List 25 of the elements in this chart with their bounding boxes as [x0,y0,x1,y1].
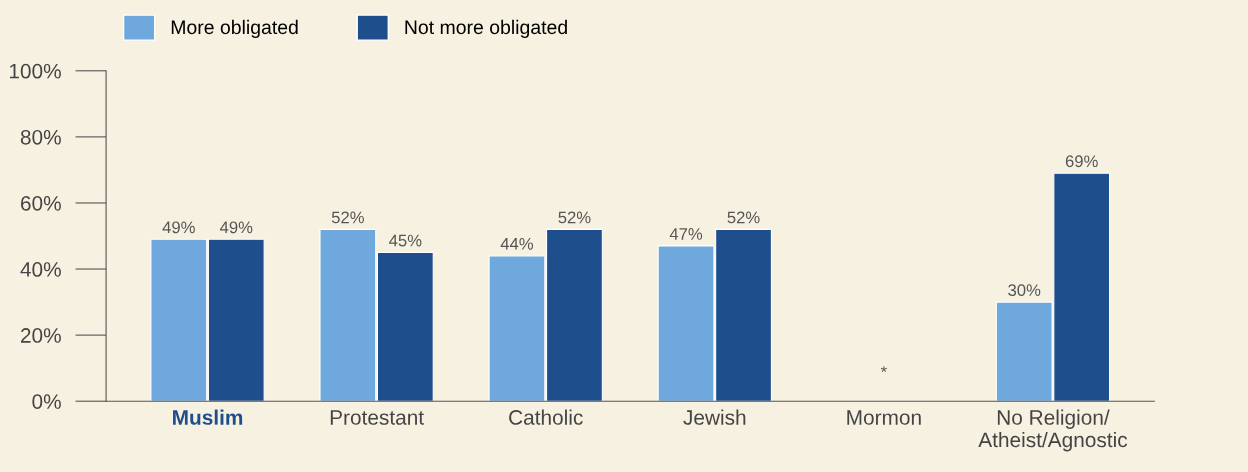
text: 47% [669,228,703,240]
x-tick-label: Protestant [330,410,424,425]
y-tick-label: 40% [20,262,61,277]
annotation: * [880,366,887,373]
text: 45% [389,234,422,247]
y-tick-label: 0% [32,394,61,409]
text: 49% [219,221,253,234]
text: 52% [331,211,364,224]
text: 44% [500,238,534,250]
text: 30% [1008,284,1041,297]
y-tick-label: 20% [20,328,61,343]
text: 49% [162,221,195,234]
y-tick-label: 100% [9,63,61,79]
legend-label: More obligated [171,19,298,38]
x-tick-label: Catholic [509,409,583,425]
x-tick-label: Muslim [173,409,243,425]
x-tick-label: Mormon [847,410,921,425]
y-tick-label: 60% [21,195,61,211]
y-tick-label: 80% [20,129,61,145]
text: 69% [1065,155,1098,168]
text: 52% [558,211,591,224]
text: 52% [727,211,760,224]
legend-label: Not more obligated [405,19,567,38]
x-tick-label: No Religion/ Atheist/Agnostic [978,409,1128,452]
x-tick-label: Jewish [683,409,746,425]
